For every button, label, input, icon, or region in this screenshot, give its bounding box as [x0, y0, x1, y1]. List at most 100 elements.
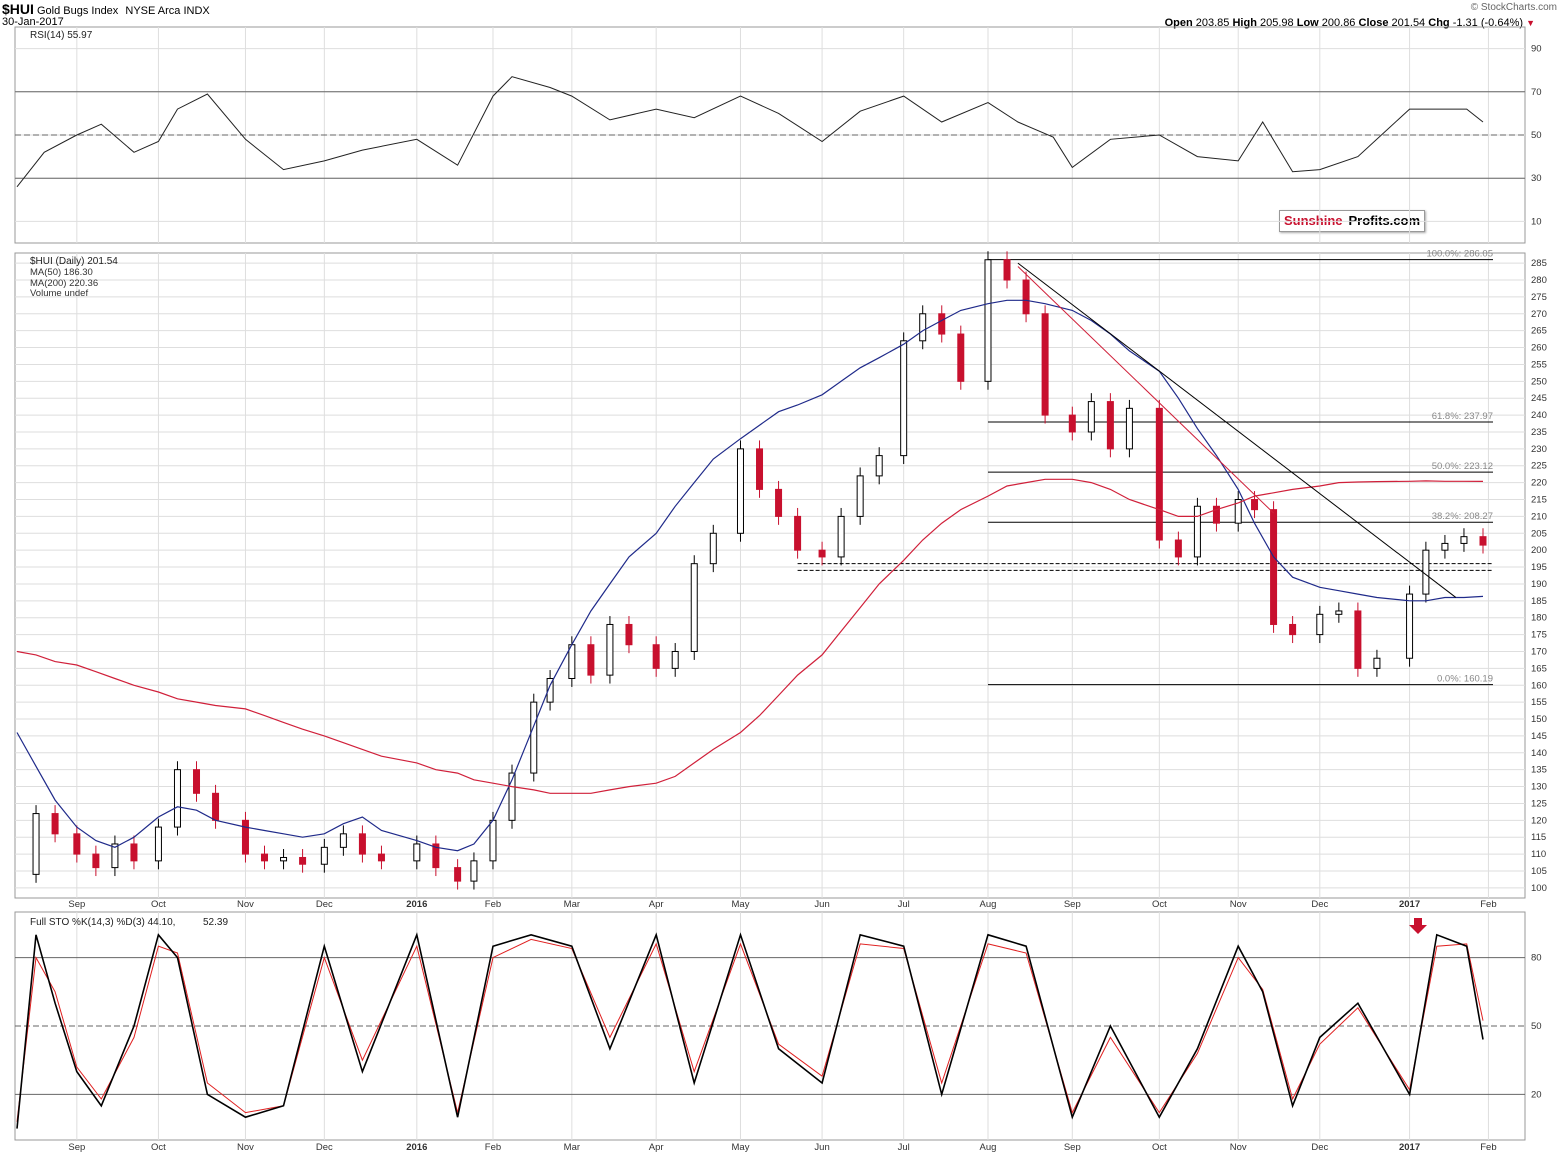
price-tick-label: 205 — [1531, 528, 1547, 539]
candle-body — [1087, 401, 1095, 433]
candle-body — [818, 549, 826, 558]
candle-body — [652, 644, 660, 669]
price-tick-label: 270 — [1531, 309, 1547, 320]
price-tick-label: 210 — [1531, 511, 1547, 522]
price-tick-label: 140 — [1531, 748, 1547, 759]
candle-body — [377, 853, 385, 862]
price-tick-label: 180 — [1531, 613, 1547, 624]
price-tick-label: 255 — [1531, 359, 1547, 370]
candle-body — [1125, 407, 1133, 450]
price-tick-label: 240 — [1531, 410, 1547, 421]
price-tick-label: 160 — [1531, 680, 1547, 691]
candle-body — [1193, 505, 1201, 558]
price-tick-label: 125 — [1531, 798, 1547, 809]
ma50-line — [16, 299, 1484, 852]
down-arrow-icon — [1409, 918, 1427, 934]
candle-body — [1316, 613, 1324, 636]
high-value: 205.98 — [1260, 17, 1294, 29]
stoch-tick-label: 20 — [1531, 1089, 1542, 1100]
candle-body — [587, 644, 595, 676]
x-tick-label: Jun — [814, 899, 829, 910]
price-tick-label: 285 — [1531, 258, 1547, 269]
price-tick-label: 145 — [1531, 731, 1547, 742]
candle-body — [530, 701, 538, 774]
x-tick-label: May — [732, 1142, 750, 1153]
candle-body — [280, 856, 288, 862]
candle-body — [875, 455, 883, 477]
open-label: Open — [1164, 17, 1193, 29]
price-tick-label: 105 — [1531, 866, 1547, 877]
stoch-tick-label: 50 — [1531, 1021, 1542, 1032]
x-tick-label: 2016 — [406, 1142, 427, 1153]
candle-body — [1155, 407, 1163, 541]
x-tick-label: Nov — [1230, 1142, 1247, 1153]
price-tick-label: 165 — [1531, 663, 1547, 674]
close-value: 201.54 — [1391, 17, 1426, 29]
ma200-line — [16, 478, 1484, 794]
candle-body — [489, 819, 497, 862]
x-tick-label: Oct — [1152, 899, 1167, 910]
low-label: Low — [1296, 17, 1319, 29]
price-tick-label: 250 — [1531, 376, 1547, 387]
open-value: 203.85 — [1195, 17, 1230, 29]
price-tick-label: 135 — [1531, 765, 1547, 776]
candle-body — [1460, 536, 1468, 544]
black-resistance-trendline — [1017, 262, 1457, 598]
candle-body — [508, 772, 516, 821]
x-tick-label: Jul — [898, 1142, 910, 1153]
price-tick-label: 175 — [1531, 630, 1547, 641]
high-label: High — [1232, 17, 1257, 29]
chart-symbol-line: $HUI Gold Bugs Index NYSE Arca INDX — [2, 1, 210, 17]
x-tick-label: 2017 — [1399, 1142, 1420, 1153]
candle-body — [111, 843, 119, 869]
x-tick-label: Sep — [68, 899, 85, 910]
candle-body — [1270, 509, 1278, 625]
x-tick-label: Feb — [485, 1142, 501, 1153]
rsi-tick-label: 90 — [1531, 44, 1542, 55]
x-tick-label: Apr — [649, 1142, 664, 1153]
price-legend-volume: Volume undef — [30, 288, 88, 299]
price-panel — [14, 252, 1526, 899]
price-tick-label: 130 — [1531, 782, 1547, 793]
rsi-tick-label: 70 — [1531, 87, 1542, 98]
price-legend-main: $HUI (Daily) 201.54 — [30, 256, 118, 267]
price-tick-label: 245 — [1531, 393, 1547, 404]
candle-body — [1251, 499, 1259, 511]
x-tick-label: Feb — [1480, 1142, 1496, 1153]
price-tick-label: 220 — [1531, 478, 1547, 489]
x-tick-label: Aug — [980, 899, 997, 910]
candle-body — [241, 819, 249, 855]
candle-body — [1068, 414, 1076, 433]
candle-body — [1422, 549, 1430, 595]
logo-profits: Profits.com — [1348, 213, 1421, 228]
ohlc-summary: Open 203.85 High 205.98 Low 200.86 Close… — [1165, 17, 1535, 29]
x-tick-label: Sep — [68, 1142, 85, 1153]
fib-level-label: 50.0%: 223.12 — [1432, 461, 1493, 472]
price-tick-label: 280 — [1531, 275, 1547, 286]
candle-body — [1003, 259, 1011, 281]
candle-body — [1479, 536, 1487, 546]
candle-body — [299, 856, 307, 865]
fib-level-label: 0.0%: 160.19 — [1437, 674, 1493, 685]
down-triangle-icon: ▼ — [1526, 18, 1535, 28]
x-tick-label: Nov — [237, 1142, 254, 1153]
price-tick-label: 235 — [1531, 427, 1547, 438]
candle-body — [51, 813, 59, 835]
candle-body — [1373, 657, 1381, 669]
rsi-tick-label: 10 — [1531, 216, 1542, 227]
rsi-tick-label: 30 — [1531, 173, 1542, 184]
x-tick-label: Oct — [1152, 1142, 1167, 1153]
rsi-title: RSI(14) 55.97 — [30, 30, 93, 41]
low-value: 200.86 — [1321, 17, 1356, 29]
candle-body — [919, 313, 927, 342]
fib-level-label: 38.2%: 208.27 — [1432, 511, 1493, 522]
candle-body — [173, 769, 181, 828]
chart-date: 30-Jan-2017 — [2, 16, 64, 28]
candle-body — [837, 515, 845, 558]
rsi-tick-label: 50 — [1531, 130, 1542, 141]
candle-body — [413, 843, 421, 862]
candle-body — [1406, 593, 1414, 659]
candle-body — [1041, 313, 1049, 416]
candle-body — [339, 833, 347, 848]
price-tick-label: 200 — [1531, 545, 1547, 556]
